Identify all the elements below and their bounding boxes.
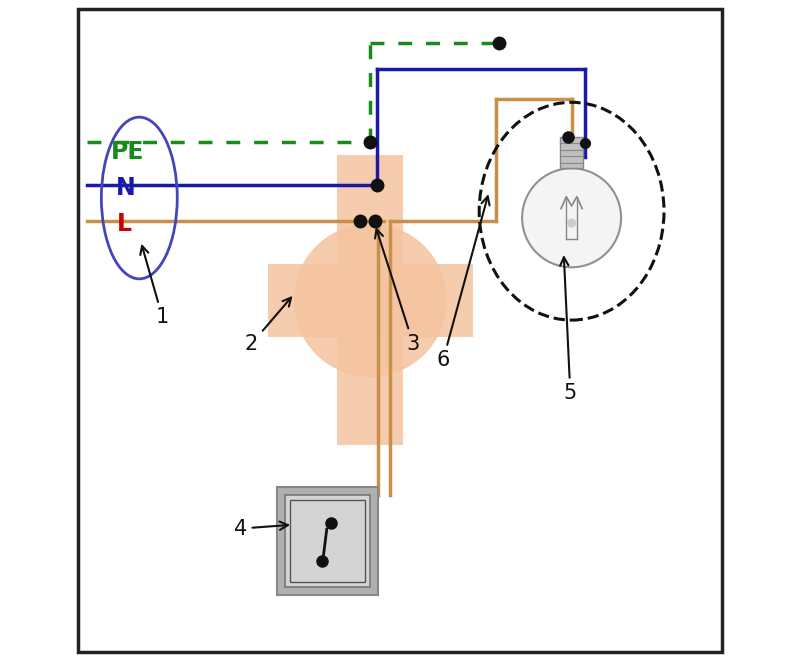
Text: 4: 4 bbox=[234, 519, 288, 539]
Text: 2: 2 bbox=[245, 298, 291, 354]
Text: 3: 3 bbox=[375, 229, 420, 354]
Bar bbox=[268, 264, 473, 337]
Bar bbox=[338, 155, 403, 446]
Text: 6: 6 bbox=[436, 196, 490, 370]
Circle shape bbox=[294, 224, 446, 376]
Bar bbox=[277, 487, 378, 595]
Text: PE: PE bbox=[111, 140, 145, 164]
Text: N: N bbox=[115, 176, 135, 200]
Bar bbox=[290, 500, 365, 582]
Circle shape bbox=[522, 168, 621, 267]
Text: 1: 1 bbox=[140, 246, 169, 327]
Bar bbox=[560, 137, 583, 168]
Bar bbox=[285, 495, 370, 587]
Text: 5: 5 bbox=[560, 257, 577, 403]
Text: L: L bbox=[117, 213, 132, 236]
Circle shape bbox=[568, 219, 575, 227]
